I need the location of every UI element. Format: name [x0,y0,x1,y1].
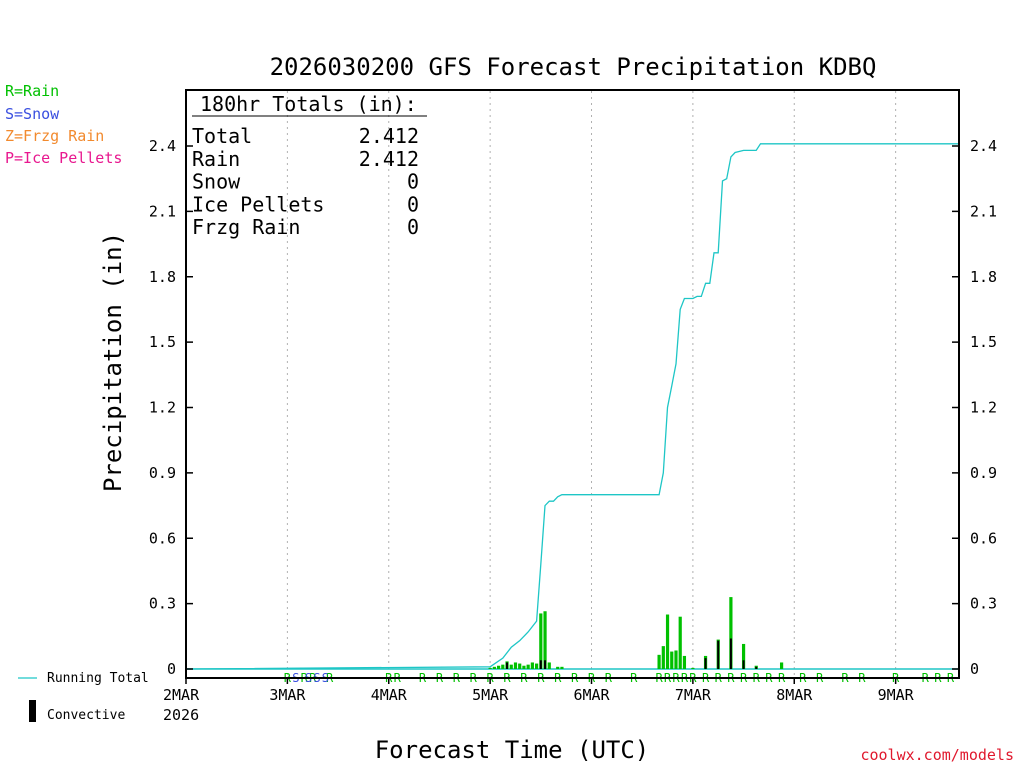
totals-row-value: 2.412 [359,124,419,148]
y-tick-label-right: 0.9 [970,464,997,482]
precip-bar [741,643,746,669]
totals-row-value: 0 [407,170,419,194]
precip-bar [496,665,501,669]
precip-bar [547,662,551,669]
totals-row-value: 2.412 [359,147,419,171]
y-tick-label: 0 [167,660,176,678]
precip-bar [539,613,543,669]
precip-bar [522,665,526,669]
y-tick-label-right: 2.4 [970,137,997,155]
y-tick-label-right: 0 [970,660,979,678]
y-axis-title: Precipitation (in) [99,232,127,492]
y-tick-label: 1.5 [149,333,176,351]
precip-bar [543,611,547,669]
y-tick-label-right: 0.6 [970,529,997,547]
totals-row-value: 0 [407,215,419,239]
precip-bar [518,663,522,669]
convective-bar [742,660,745,669]
y-tick-label: 0.3 [149,595,176,613]
y-tick-label: 2.4 [149,137,176,155]
convective-bar [717,640,720,669]
x-tick-label: 4MAR [371,686,408,704]
precip-bar [488,667,492,669]
y-ticks-left: 0 0.3 0.6 0.9 1.2 1.5 1.8 2.1 2.4 [149,137,193,678]
x-tick-label: 7MAR [675,686,712,704]
precip-bar [530,662,534,669]
y-tick-label-right: 1.5 [970,333,997,351]
convective-bar [704,658,707,669]
precip-bar [779,662,784,669]
precip-bar [556,666,560,669]
x-tick-year: 2026 [163,706,199,724]
y-tick-label-right: 2.1 [970,202,997,220]
running-total-legend-label: Running Total [47,671,149,686]
totals-row-label: Rain [192,147,240,171]
x-tick-label: 9MAR [878,686,915,704]
precip-bar [670,651,674,669]
totals-box: 180hr Totals (in): Total 2.412 Rain 2.412 Sn… [192,92,427,239]
legend-rain: R=Rain [5,82,59,100]
x-tick-label: 2MAR [163,686,200,704]
x-tick-label: 3MAR [269,686,306,704]
precip-bar [492,666,496,669]
x-tick-label: 6MAR [573,686,610,704]
precip-bar [657,654,661,669]
x-axis-title: Forecast Time (UTC) [375,736,650,764]
site-credit: coolwx.com/models [860,746,1014,764]
convective-legend-swatch [29,700,36,722]
legend-snow: S=Snow [5,105,60,123]
totals-row-label: Ice Pellets [192,192,324,216]
gridlines [186,91,959,677]
y-tick-label: 2.1 [149,202,176,220]
y-tick-label-right: 0.3 [970,595,997,613]
convective-bar [539,660,542,669]
y-tick-label-right: 1.2 [970,399,997,417]
totals-row-label: Total [192,124,252,148]
totals-header: 180hr Totals (in): [200,92,417,116]
precip-bar [682,655,687,669]
x-ticks: 2MAR 2026 3MAR 4MAR 5MAR 6MAR 7MAR 8MAR 9MAR [163,677,915,724]
precip-bars [488,597,784,669]
x-tick-label: 8MAR [776,686,813,704]
precip-bar [509,664,513,669]
precip-bar [678,616,682,669]
precip-bar [665,614,670,669]
precip-bar [526,664,530,669]
precip-bar [513,662,518,669]
precip-bar [501,664,505,669]
convective-bar [544,660,547,669]
convective-bar [729,638,732,669]
precip-bar [661,646,665,669]
convective-legend-label: Convective [47,708,125,723]
y-ticks-right: 0 0.3 0.6 0.9 1.2 1.5 1.8 2.1 2.4 [952,137,997,678]
plot-frame [185,89,960,679]
y-tick-label: 1.2 [149,399,176,417]
legend-ice-pellets: P=Ice Pellets [5,149,122,167]
convective-bar [506,662,509,669]
running-total-line [185,143,959,670]
precip-bar [534,663,539,669]
precip-bar [560,666,564,669]
legend-frzg-rain: Z=Frzg Rain [5,127,104,145]
y-tick-label: 0.9 [149,464,176,482]
precip-bar [691,667,695,669]
x-tick-label: 5MAR [472,686,509,704]
ptype-legend: R=Rain S=Snow Z=Frzg Rain P=Ice Pellets [5,82,122,167]
precip-bar [674,650,678,669]
convective-bars [506,638,758,669]
precip-bar [729,597,733,669]
totals-row-label: Frzg Rain [192,215,300,239]
y-tick-label-right: 1.8 [970,268,997,286]
convective-bar [755,666,758,669]
y-tick-label: 0.6 [149,529,176,547]
totals-row-value: 0 [407,192,419,216]
y-tick-label: 1.8 [149,268,176,286]
chart-title: 2026030200 GFS Forecast Precipitation KD… [270,53,877,81]
totals-row-label: Snow [192,170,241,194]
